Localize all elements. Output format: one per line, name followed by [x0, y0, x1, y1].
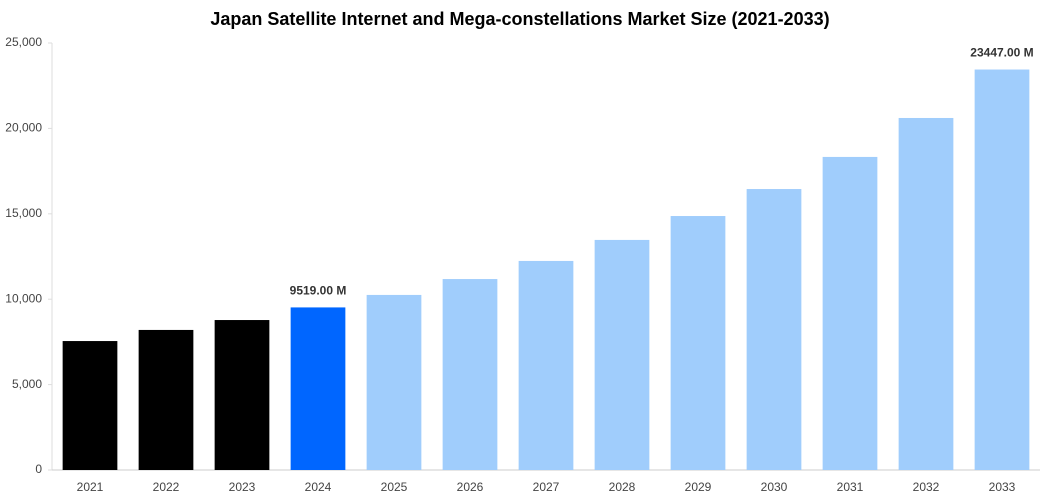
bar [138, 329, 194, 470]
x-tick-label: 2026 [457, 480, 484, 494]
value-label: 9519.00 M [290, 284, 347, 298]
y-tick-label: 10,000 [5, 291, 42, 305]
value-label: 23447.00 M [970, 46, 1033, 60]
x-tick-label: 2022 [153, 480, 180, 494]
x-tick-label: 2025 [381, 480, 408, 494]
bar [518, 260, 574, 470]
x-tick-label: 2027 [533, 480, 560, 494]
bar [442, 279, 498, 470]
bar [366, 294, 422, 470]
bar [594, 239, 650, 470]
y-tick-label: 5,000 [12, 377, 42, 391]
x-tick-label: 2021 [77, 480, 104, 494]
x-tick-label: 2031 [837, 480, 864, 494]
x-tick-label: 2029 [685, 480, 712, 494]
x-tick-label: 2028 [609, 480, 636, 494]
y-tick-label: 0 [35, 462, 42, 476]
bar [746, 189, 802, 470]
y-tick-label: 15,000 [5, 206, 42, 220]
bar [898, 117, 954, 470]
bar [822, 156, 878, 471]
bar [214, 320, 270, 470]
bar [670, 216, 726, 470]
x-tick-label: 2030 [761, 480, 788, 494]
y-tick-label: 20,000 [5, 121, 42, 135]
y-tick-label: 25,000 [5, 35, 42, 49]
bar [62, 341, 118, 470]
bar [290, 307, 346, 470]
x-tick-label: 2024 [305, 480, 332, 494]
bar [974, 69, 1030, 470]
chart-title: Japan Satellite Internet and Mega-conste… [210, 9, 829, 29]
x-tick-label: 2033 [989, 480, 1016, 494]
x-tick-label: 2032 [913, 480, 940, 494]
x-tick-label: 2023 [229, 480, 256, 494]
